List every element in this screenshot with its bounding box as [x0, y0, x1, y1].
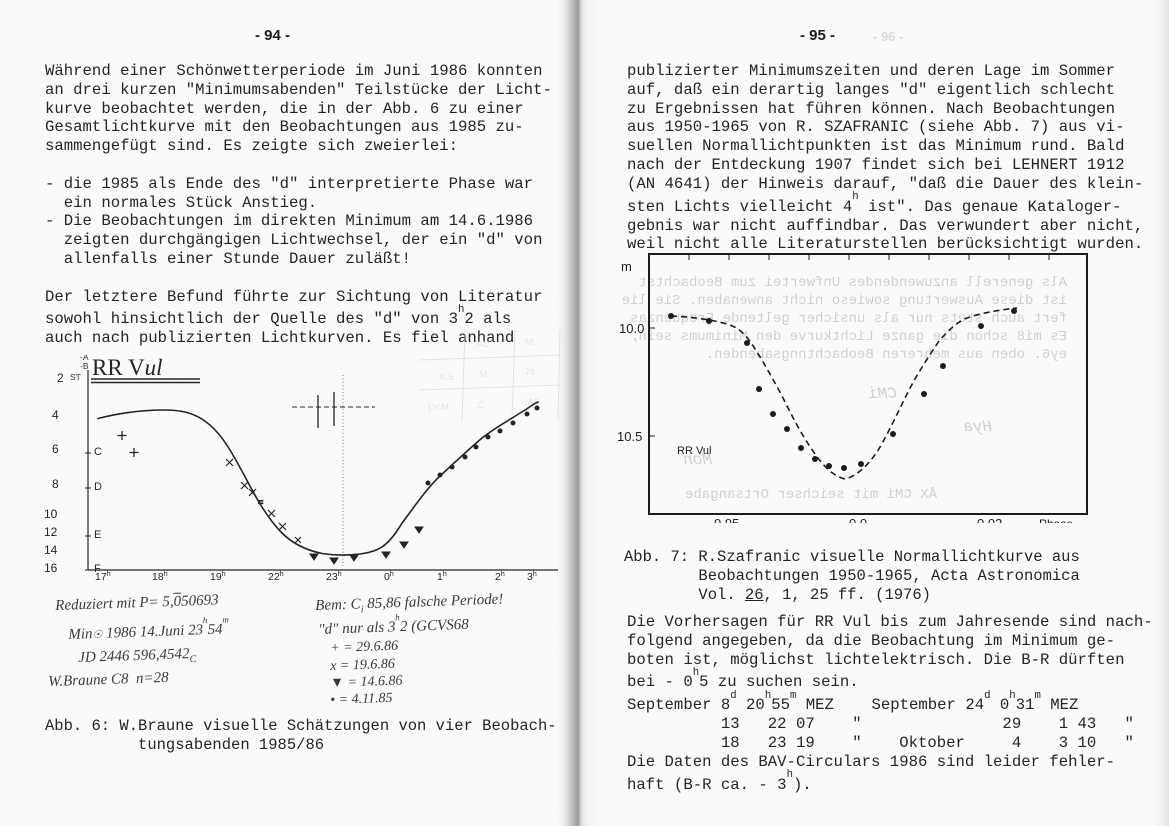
svg-text:'AU: 'AU	[475, 339, 489, 349]
svg-text:10: 10	[44, 507, 58, 521]
svg-text:4: 4	[52, 408, 59, 422]
svg-text:0h: 0h	[384, 571, 394, 583]
svg-text:23h: 23h	[326, 571, 342, 583]
svg-text:19h: 19h	[210, 571, 226, 583]
svg-text:0.03: 0.03	[977, 516, 1002, 523]
svg-text:2: 2	[57, 371, 64, 385]
svg-text:ist diese Auswertung sowieso n: ist diese Auswertung sowieso nicht anwen…	[622, 293, 1067, 309]
svg-text:0.0: 0.0	[849, 516, 867, 523]
svg-text:m: m	[621, 259, 632, 274]
svg-text:8: 8	[52, 477, 59, 491]
svg-text:0.95: 0.95	[714, 516, 739, 523]
svg-text:16: 16	[44, 561, 58, 575]
svg-text:14: 14	[44, 543, 58, 557]
svg-text:-B: -B	[80, 361, 89, 371]
svg-text:E: E	[94, 529, 101, 541]
svg-text:1h: 1h	[437, 571, 447, 583]
svg-text:ey6. oben aus mehreren Beobach: ey6. oben aus mehreren Beobachtnngsabend…	[706, 347, 1067, 363]
svg-text:ST: ST	[70, 372, 81, 382]
svg-text:17h: 17h	[95, 571, 111, 583]
svg-text:CMi: CMi	[868, 385, 897, 403]
svg-text:10.5: 10.5	[617, 429, 642, 444]
svg-text:6: 6	[52, 442, 59, 456]
svg-text:12: 12	[44, 525, 58, 539]
svg-text:RR Vul: RR Vul	[677, 445, 711, 457]
svg-text:Phase: Phase	[1039, 517, 1073, 523]
svg-text:ÅX CMi mit seichser Ortsangabe: ÅX CMi mit seichser Ortsangabe	[685, 486, 937, 503]
svg-text:22h: 22h	[268, 571, 284, 583]
svg-text:MI: MI	[525, 337, 535, 347]
svg-text:D: D	[94, 481, 102, 493]
svg-text:C: C	[94, 446, 102, 458]
svg-text:Als generell anzuwendendes Unf: Als generell anzuwendendes Unfwertei zum…	[639, 275, 1067, 291]
svg-text:10.0: 10.0	[619, 321, 644, 336]
svg-text:Hya: Hya	[963, 418, 992, 436]
svg-text:2h: 2h	[495, 571, 505, 583]
svg-text:fert auch stets nur als unsich: fert auch stets nur als unsicher geltend…	[630, 311, 1067, 327]
svg-text:Es mi8 schon die ganze Lichtku: Es mi8 schon die ganze Lichtkurve den Mi…	[630, 329, 1067, 345]
svg-text:18h: 18h	[152, 571, 168, 583]
svg-text:RR Vul: RR Vul	[92, 355, 163, 380]
svg-text:=: =	[258, 497, 263, 507]
svg-text:3h: 3h	[527, 571, 537, 583]
